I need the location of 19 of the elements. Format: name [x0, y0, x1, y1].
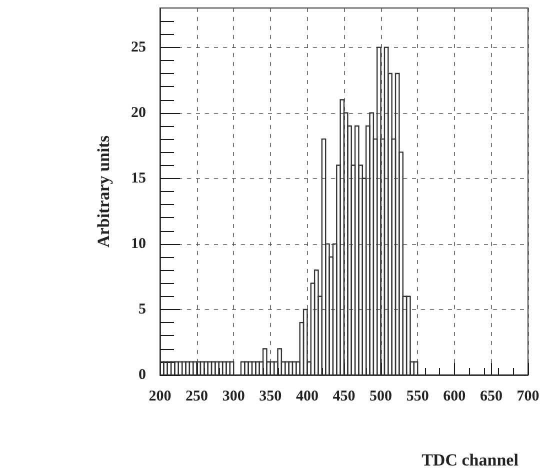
x-tick-label: 600 — [443, 388, 466, 404]
x-tick-label: 650 — [480, 388, 502, 404]
y-tick-label: 15 — [131, 170, 146, 186]
x-tick-label: 400 — [296, 388, 318, 404]
x-tick-label: 250 — [186, 388, 208, 404]
y-axis-title: Arbitrary units — [94, 135, 113, 248]
x-tick-label: 550 — [406, 388, 429, 404]
x-tick-label: 300 — [222, 388, 245, 404]
y-tick-label: 20 — [131, 104, 146, 121]
x-axis-title: TDC channel — [422, 450, 519, 470]
x-tick-label: 700 — [516, 388, 540, 404]
x-tick-label: 350 — [259, 388, 282, 404]
x-tick-label: 200 — [148, 388, 172, 404]
x-tick-label: 450 — [332, 388, 356, 404]
x-tick-label: 500 — [370, 388, 392, 404]
y-tick-label: 25 — [131, 39, 146, 56]
y-tick-label: 5 — [138, 301, 146, 318]
y-tick-label: 0 — [138, 367, 146, 383]
y-tick-label: 10 — [131, 236, 146, 252]
